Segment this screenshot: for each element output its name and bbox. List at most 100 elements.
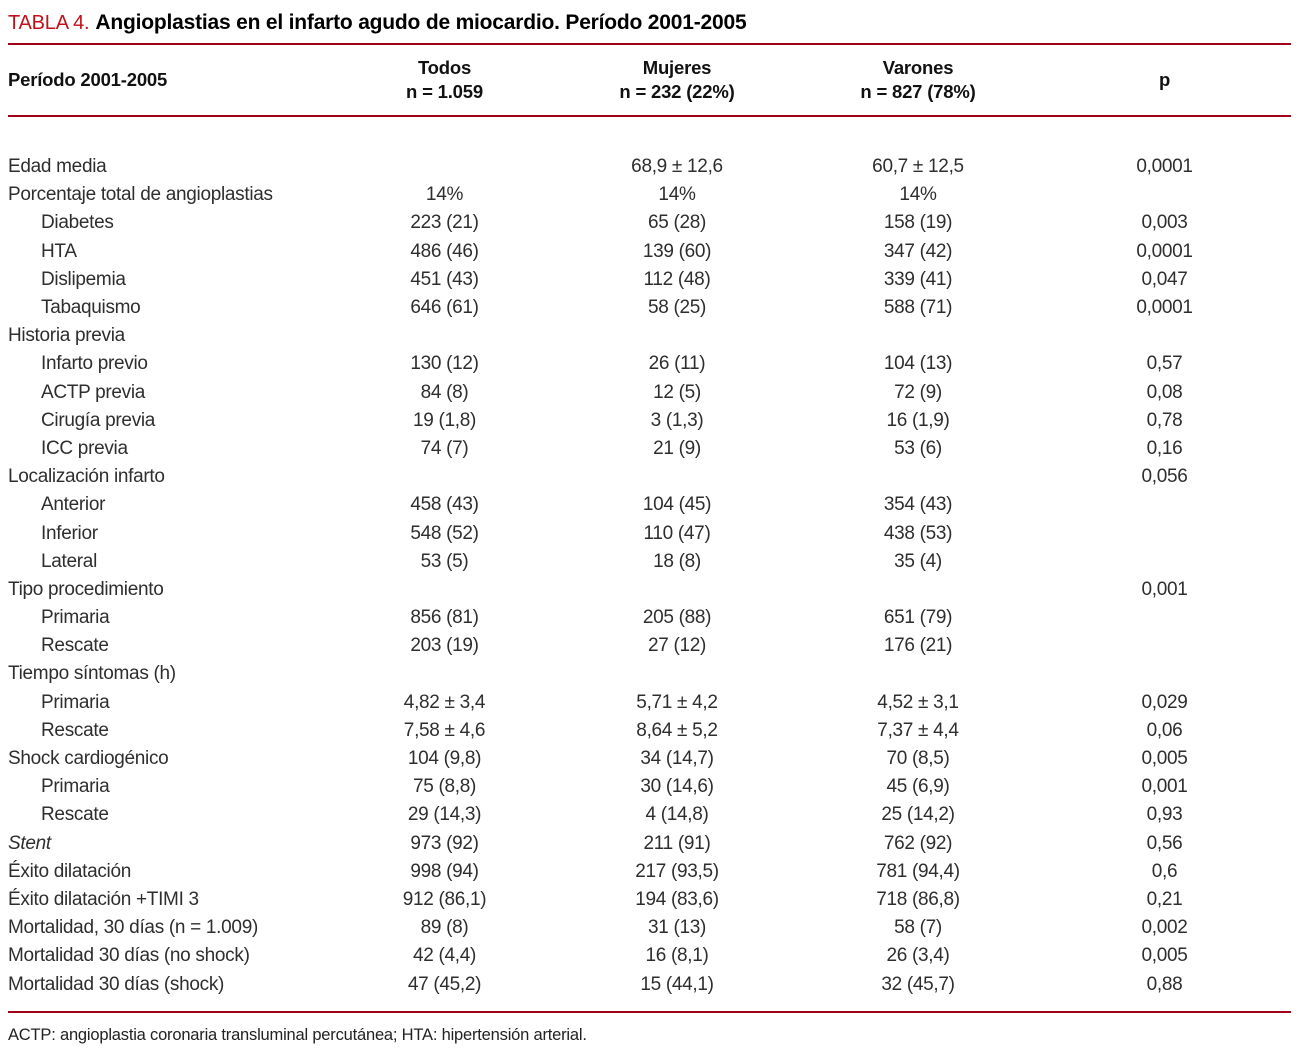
todos-value: 53 (5) [420, 550, 469, 572]
column-header-varones-line1: Varones [882, 57, 954, 78]
varones-value: 762 (92) [883, 832, 953, 854]
varones-value: 35 (4) [894, 550, 942, 572]
column-header-p: p [1038, 45, 1291, 115]
varones-value: 16 (1,9) [886, 409, 950, 431]
row-label: Dislipemia [41, 268, 126, 290]
row-label: ACTP previa [41, 381, 146, 403]
varones-value: 70 (8,5) [886, 748, 950, 770]
row-label: Mortalidad 30 días (shock) [8, 973, 225, 995]
varones-value: 438 (53) [883, 522, 953, 544]
column-header-todos-line2: n = 1.059 [406, 81, 483, 102]
varones-value: 32 (45,7) [881, 973, 955, 995]
table-row: Lateral 53 (5) 18 (8) 35 (4) [8, 548, 1291, 576]
row-label: Localización infarto [8, 466, 165, 488]
todos-value: 130 (12) [410, 353, 479, 375]
row-label: Mortalidad, 30 días (n = 1.009) [8, 917, 258, 939]
todos-value: 74 (7) [420, 437, 469, 459]
table-row: Inferior 548 (52) 110 (47) 438 (53) [8, 519, 1291, 547]
table-number-label: TABLA 4. [8, 12, 90, 34]
todos-value: 47 (45,2) [407, 973, 482, 995]
p-value: 0,001 [1141, 578, 1188, 600]
todos-value: 973 (92) [410, 832, 479, 854]
table-row: Primaria 4,82 ± 3,4 5,71 ± 4,2 4,52 ± 3,1 0,… [8, 689, 1291, 717]
p-value: 0,029 [1141, 691, 1188, 713]
p-value: 0,06 [1146, 719, 1183, 741]
row-label: Mortalidad 30 días (no shock) [8, 945, 250, 967]
p-value: 0,78 [1146, 409, 1183, 431]
mujeres-value: 5,71 ± 4,2 [636, 691, 718, 713]
mujeres-value: 110 (47) [643, 522, 711, 544]
table-row: Rescate 203 (19) 27 (12) 176 (21) [8, 632, 1291, 660]
row-label: Primaria [41, 776, 110, 798]
row-label: Inferior [41, 522, 98, 544]
todos-value: 19 (1,8) [412, 409, 477, 431]
p-value: 0,0001 [1136, 297, 1193, 319]
varones-value: 45 (6,9) [886, 776, 950, 798]
p-value: 0,16 [1146, 437, 1183, 459]
varones-value: 104 (13) [883, 353, 953, 375]
row-label: Stent [8, 832, 51, 854]
varones-value: 781 (94,4) [876, 860, 960, 882]
table-row: Mortalidad 30 días (shock) 47 (45,2) 15 (4… [8, 970, 1291, 998]
mujeres-value: 15 (44,1) [640, 973, 714, 995]
table-row: Rescate 7,58 ± 4,6 8,64 ± 5,2 7,37 ± 4,4 0,0… [8, 717, 1291, 745]
todos-value: 486 (46) [410, 240, 479, 262]
todos-value: 458 (43) [410, 494, 479, 516]
row-label: Rescate [41, 719, 109, 741]
column-header-varones-line2: n = 827 (78%) [860, 81, 976, 102]
column-header-mujeres: Mujeres n = 232 (22%) [556, 45, 798, 115]
p-value: 0,21 [1146, 888, 1183, 910]
row-label: Lateral [41, 550, 97, 572]
mujeres-value: 104 (45) [642, 494, 712, 516]
todos-value: 104 (9,8) [407, 748, 482, 770]
todos-value: 14% [425, 184, 464, 206]
column-header-p-line1: p [1158, 69, 1171, 90]
todos-value: 856 (81) [410, 607, 479, 629]
mujeres-value: 211 (91) [643, 832, 711, 854]
table-row: Diabetes 223 (21) 65 (28) 158 (19) 0,003 [8, 209, 1291, 237]
row-label: Tabaquismo [41, 297, 141, 319]
table-row: Stent 973 (92) 211 (91) 762 (92) 0,56 [8, 830, 1291, 858]
table-row: Porcentaje total de angioplastias 14% 14% 1… [8, 181, 1291, 209]
column-header-varones: Varones n = 827 (78%) [798, 45, 1038, 115]
p-value: 0,0001 [1136, 156, 1193, 178]
row-label: Anterior [41, 494, 106, 516]
table-row: Anterior 458 (43) 104 (45) 354 (43) [8, 491, 1291, 519]
p-value: 0,001 [1141, 776, 1188, 798]
table-row: Infarto previo 130 (12) 26 (11) 104 (13) 0,5… [8, 350, 1291, 378]
mujeres-value: 26 (11) [648, 353, 706, 375]
todos-value: 89 (8) [420, 917, 469, 939]
row-label: Tipo procedimiento [8, 578, 164, 600]
todos-value: 84 (8) [420, 381, 469, 403]
table-row: Primaria 75 (8,8) 30 (14,6) 45 (6,9) 0,001 [8, 773, 1291, 801]
table-caption: Angioplastias en el infarto agudo de mio… [95, 11, 747, 34]
p-value: 0,6 [1151, 860, 1178, 882]
mujeres-value: 14% [658, 184, 696, 206]
header-rule [8, 115, 1291, 117]
table-row: Historia previa [8, 322, 1291, 350]
mujeres-value: 139 (60) [642, 240, 712, 262]
table-row: Tipo procedimiento 0,001 [8, 576, 1291, 604]
p-value: 0,93 [1146, 804, 1183, 826]
table-row: Primaria 856 (81) 205 (88) 651 (79) [8, 604, 1291, 632]
row-label: Diabetes [41, 212, 114, 234]
p-value: 0,88 [1146, 973, 1183, 995]
varones-value: 176 (21) [883, 635, 953, 657]
todos-value: 223 (21) [410, 212, 479, 234]
todos-value: 203 (19) [410, 635, 479, 657]
column-header-todos: Todos n = 1.059 [333, 45, 556, 115]
mujeres-value: 112 (48) [643, 268, 711, 290]
row-label: Porcentaje total de angioplastias [8, 184, 273, 206]
table-header: Período 2001-2005 Todos n = 1.059 Mujere… [8, 45, 1291, 115]
mujeres-value: 27 (12) [647, 635, 707, 657]
todos-value: 548 (52) [410, 522, 479, 544]
row-label: Éxito dilatación +TIMI 3 [8, 888, 199, 910]
table-row: ACTP previa 84 (8) 12 (5) 72 (9) 0,08 [8, 379, 1291, 407]
top-rule [8, 43, 1291, 45]
table-row: Localización infarto 0,056 [8, 463, 1291, 491]
varones-value: 60,7 ± 12,5 [872, 156, 964, 178]
mujeres-value: 217 (93,5) [635, 860, 719, 882]
column-header-mujeres-line1: Mujeres [642, 57, 712, 78]
varones-value: 4,52 ± 3,1 [877, 691, 959, 713]
